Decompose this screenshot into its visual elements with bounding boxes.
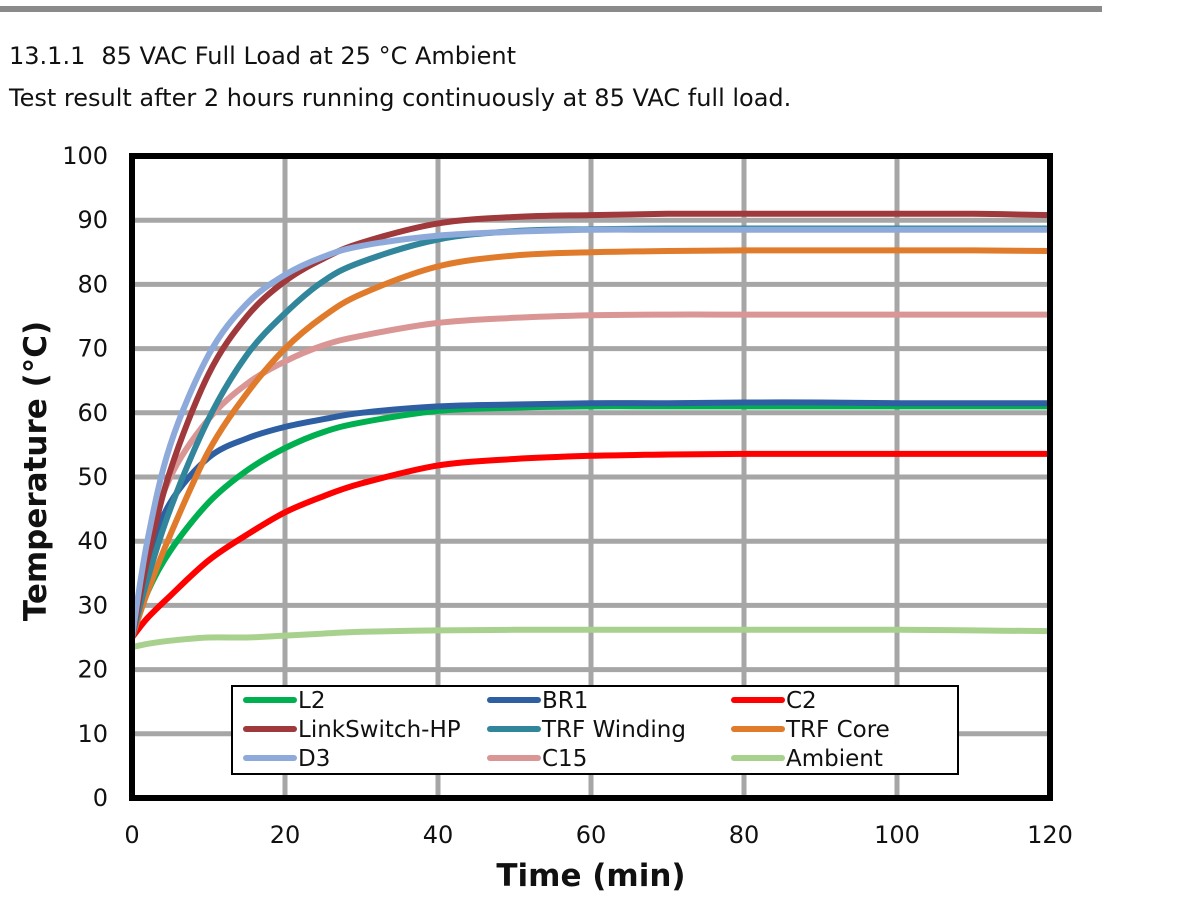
x-tick-label: 60 bbox=[576, 821, 607, 849]
section-number: 13.1.1 bbox=[9, 42, 86, 70]
legend-label-trf-winding: TRF Winding bbox=[541, 717, 686, 743]
section-title: 85 VAC Full Load at 25 °C Ambient bbox=[101, 42, 517, 70]
y-tick-label: 20 bbox=[77, 656, 108, 684]
legend-label-trf-core: TRF Core bbox=[785, 717, 890, 743]
y-tick-labels: 0 10 20 30 40 50 60 70 80 90 100 bbox=[62, 142, 108, 812]
y-axis-title: Temperature (°C) bbox=[18, 321, 54, 621]
y-tick-label: 80 bbox=[77, 270, 108, 298]
series-line-trf-core bbox=[129, 247, 1053, 641]
legend-label-linkswitch-hp: LinkSwitch-HP bbox=[298, 717, 461, 743]
legend-box bbox=[231, 685, 959, 775]
x-tick-label: 120 bbox=[1027, 821, 1073, 849]
y-tick-label: 90 bbox=[77, 206, 108, 234]
legend-label-l2: L2 bbox=[298, 688, 325, 714]
legend-label-c2: C2 bbox=[786, 688, 817, 714]
series-line-c15 bbox=[129, 311, 1053, 641]
chart-legend: L2 BR1 C2 LinkSwitch-HP TRF Winding TRF Core D… bbox=[231, 685, 959, 775]
x-tick-label: 0 bbox=[124, 821, 139, 849]
y-tick-label: 100 bbox=[62, 142, 108, 170]
x-tick-label: 100 bbox=[874, 821, 920, 849]
y-tick-label: 40 bbox=[77, 527, 108, 555]
legend-label-ambient: Ambient bbox=[786, 746, 883, 772]
y-tick-label: 10 bbox=[77, 720, 108, 748]
legend-label-c15: C15 bbox=[542, 746, 587, 772]
x-tick-label: 80 bbox=[729, 821, 760, 849]
y-tick-label: 70 bbox=[77, 335, 108, 363]
series-line-d3 bbox=[129, 226, 1053, 641]
x-tick-label: 20 bbox=[270, 821, 301, 849]
series-line-c2 bbox=[129, 450, 1053, 641]
x-tick-label: 40 bbox=[423, 821, 454, 849]
x-axis-title: Time (min) bbox=[496, 858, 685, 894]
y-tick-label: 30 bbox=[77, 591, 108, 619]
chart-series bbox=[129, 210, 1053, 651]
plot-area-border bbox=[129, 153, 1053, 801]
series-line-ambient bbox=[129, 626, 1053, 651]
y-tick-label: 60 bbox=[77, 399, 108, 427]
section-description: Test result after 2 hours running contin… bbox=[9, 84, 792, 112]
x-tick-labels: 0 20 40 60 80 100 120 bbox=[124, 821, 1073, 849]
series-line-l2 bbox=[129, 403, 1053, 641]
legend-label-br1: BR1 bbox=[542, 688, 588, 714]
y-tick-label: 50 bbox=[77, 463, 108, 491]
series-line-linkswitch-hp bbox=[129, 210, 1053, 641]
y-tick-label: 0 bbox=[93, 784, 108, 812]
top-rule bbox=[0, 6, 1102, 12]
legend-label-d3: D3 bbox=[298, 746, 330, 772]
section-heading: 13.1.1 85 VAC Full Load at 25 °C Ambient bbox=[9, 42, 516, 70]
